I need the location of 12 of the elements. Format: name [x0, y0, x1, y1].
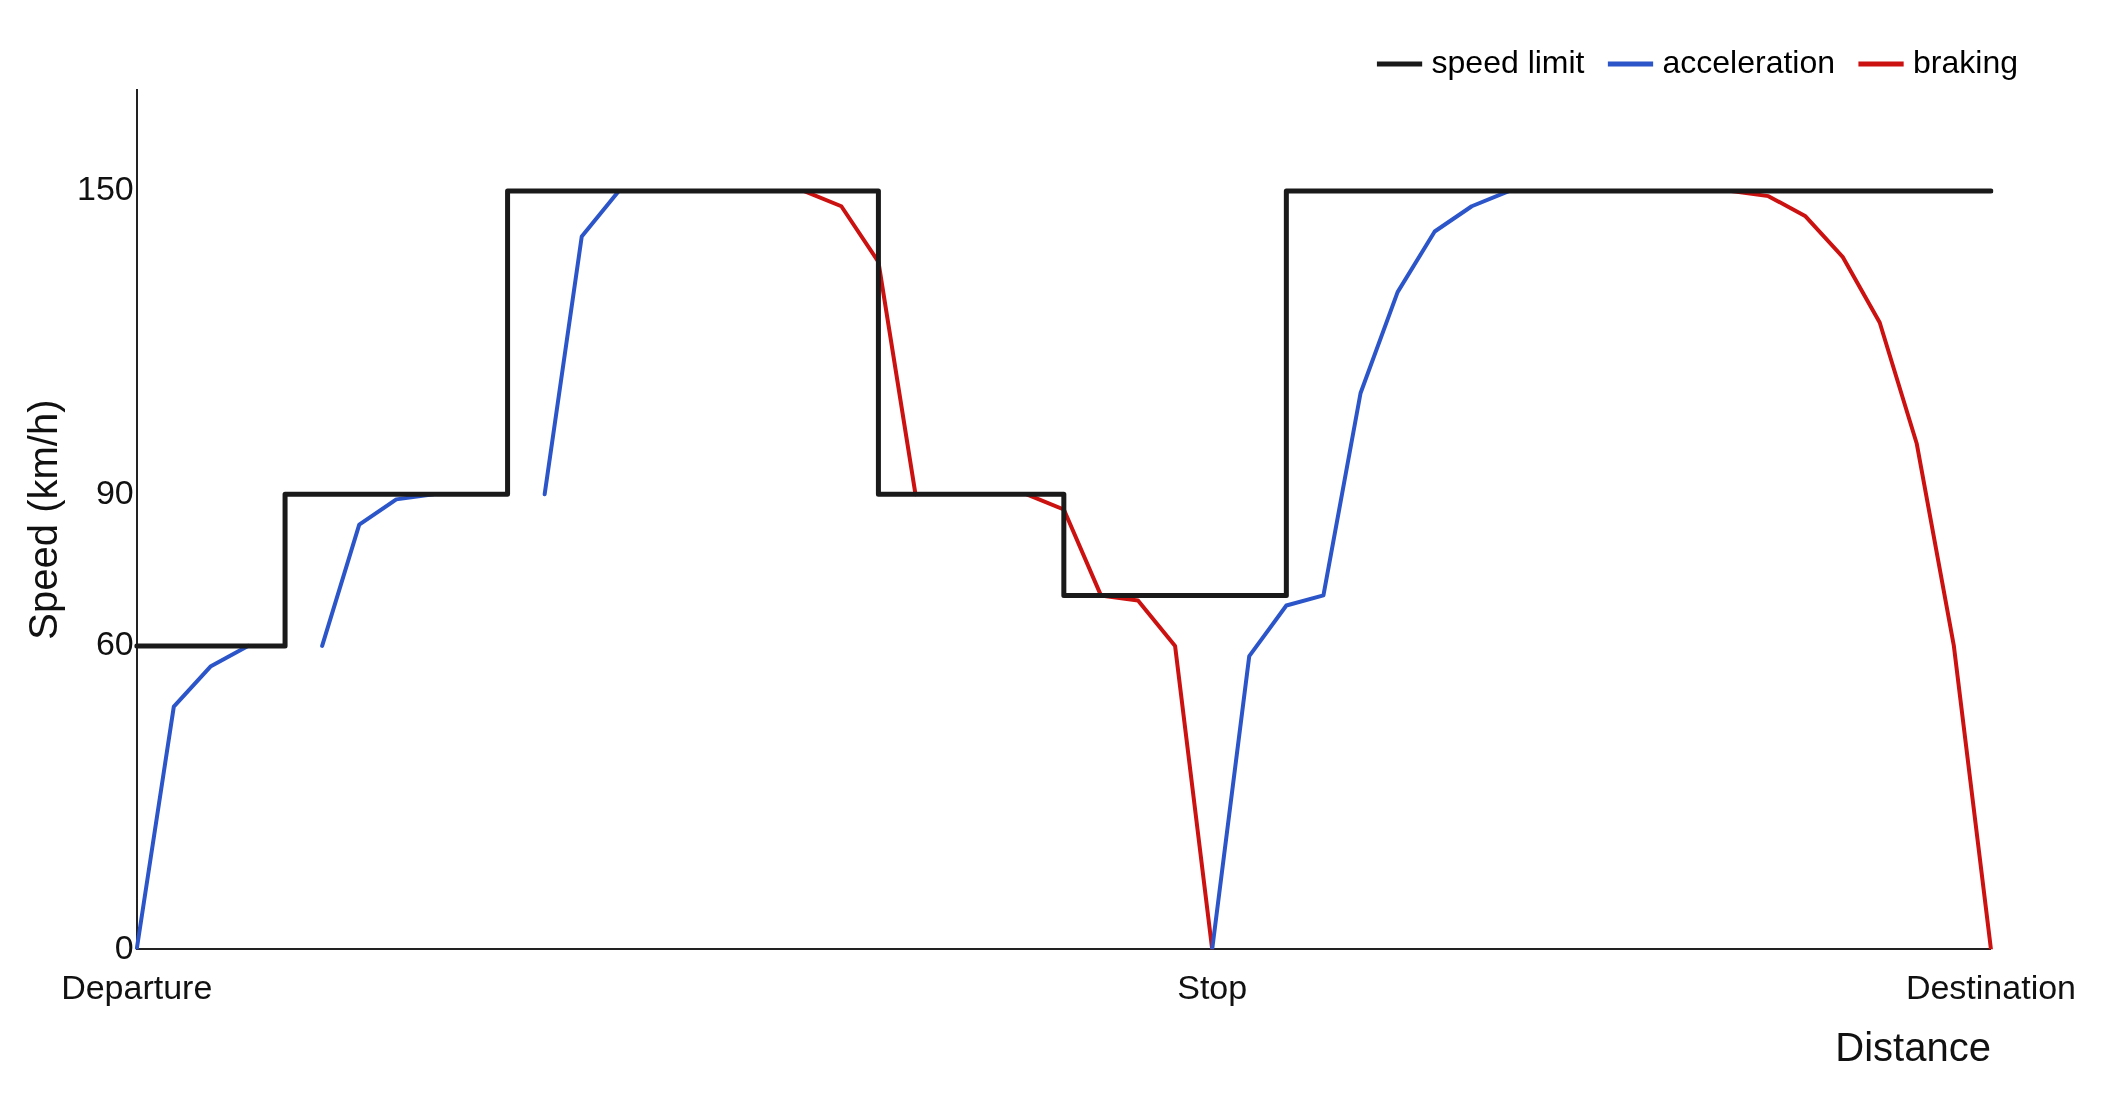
y-tick-label: 90: [95, 472, 134, 511]
y-axis-title: Speed (km/h): [21, 399, 66, 640]
legend-label: acceleration: [1662, 43, 1836, 80]
x-tick-label: Departure: [61, 967, 213, 1006]
x-axis-title: Distance: [1835, 1025, 1991, 1070]
legend-label: braking: [1913, 43, 2018, 80]
legend-label: speed limit: [1431, 43, 1585, 80]
y-tick-label: 60: [95, 624, 134, 663]
x-tick-label: Destination: [1905, 967, 2076, 1006]
y-tick-label: 150: [76, 169, 134, 208]
x-tick-label: Stop: [1177, 967, 1248, 1006]
y-tick-label: 0: [114, 927, 134, 966]
